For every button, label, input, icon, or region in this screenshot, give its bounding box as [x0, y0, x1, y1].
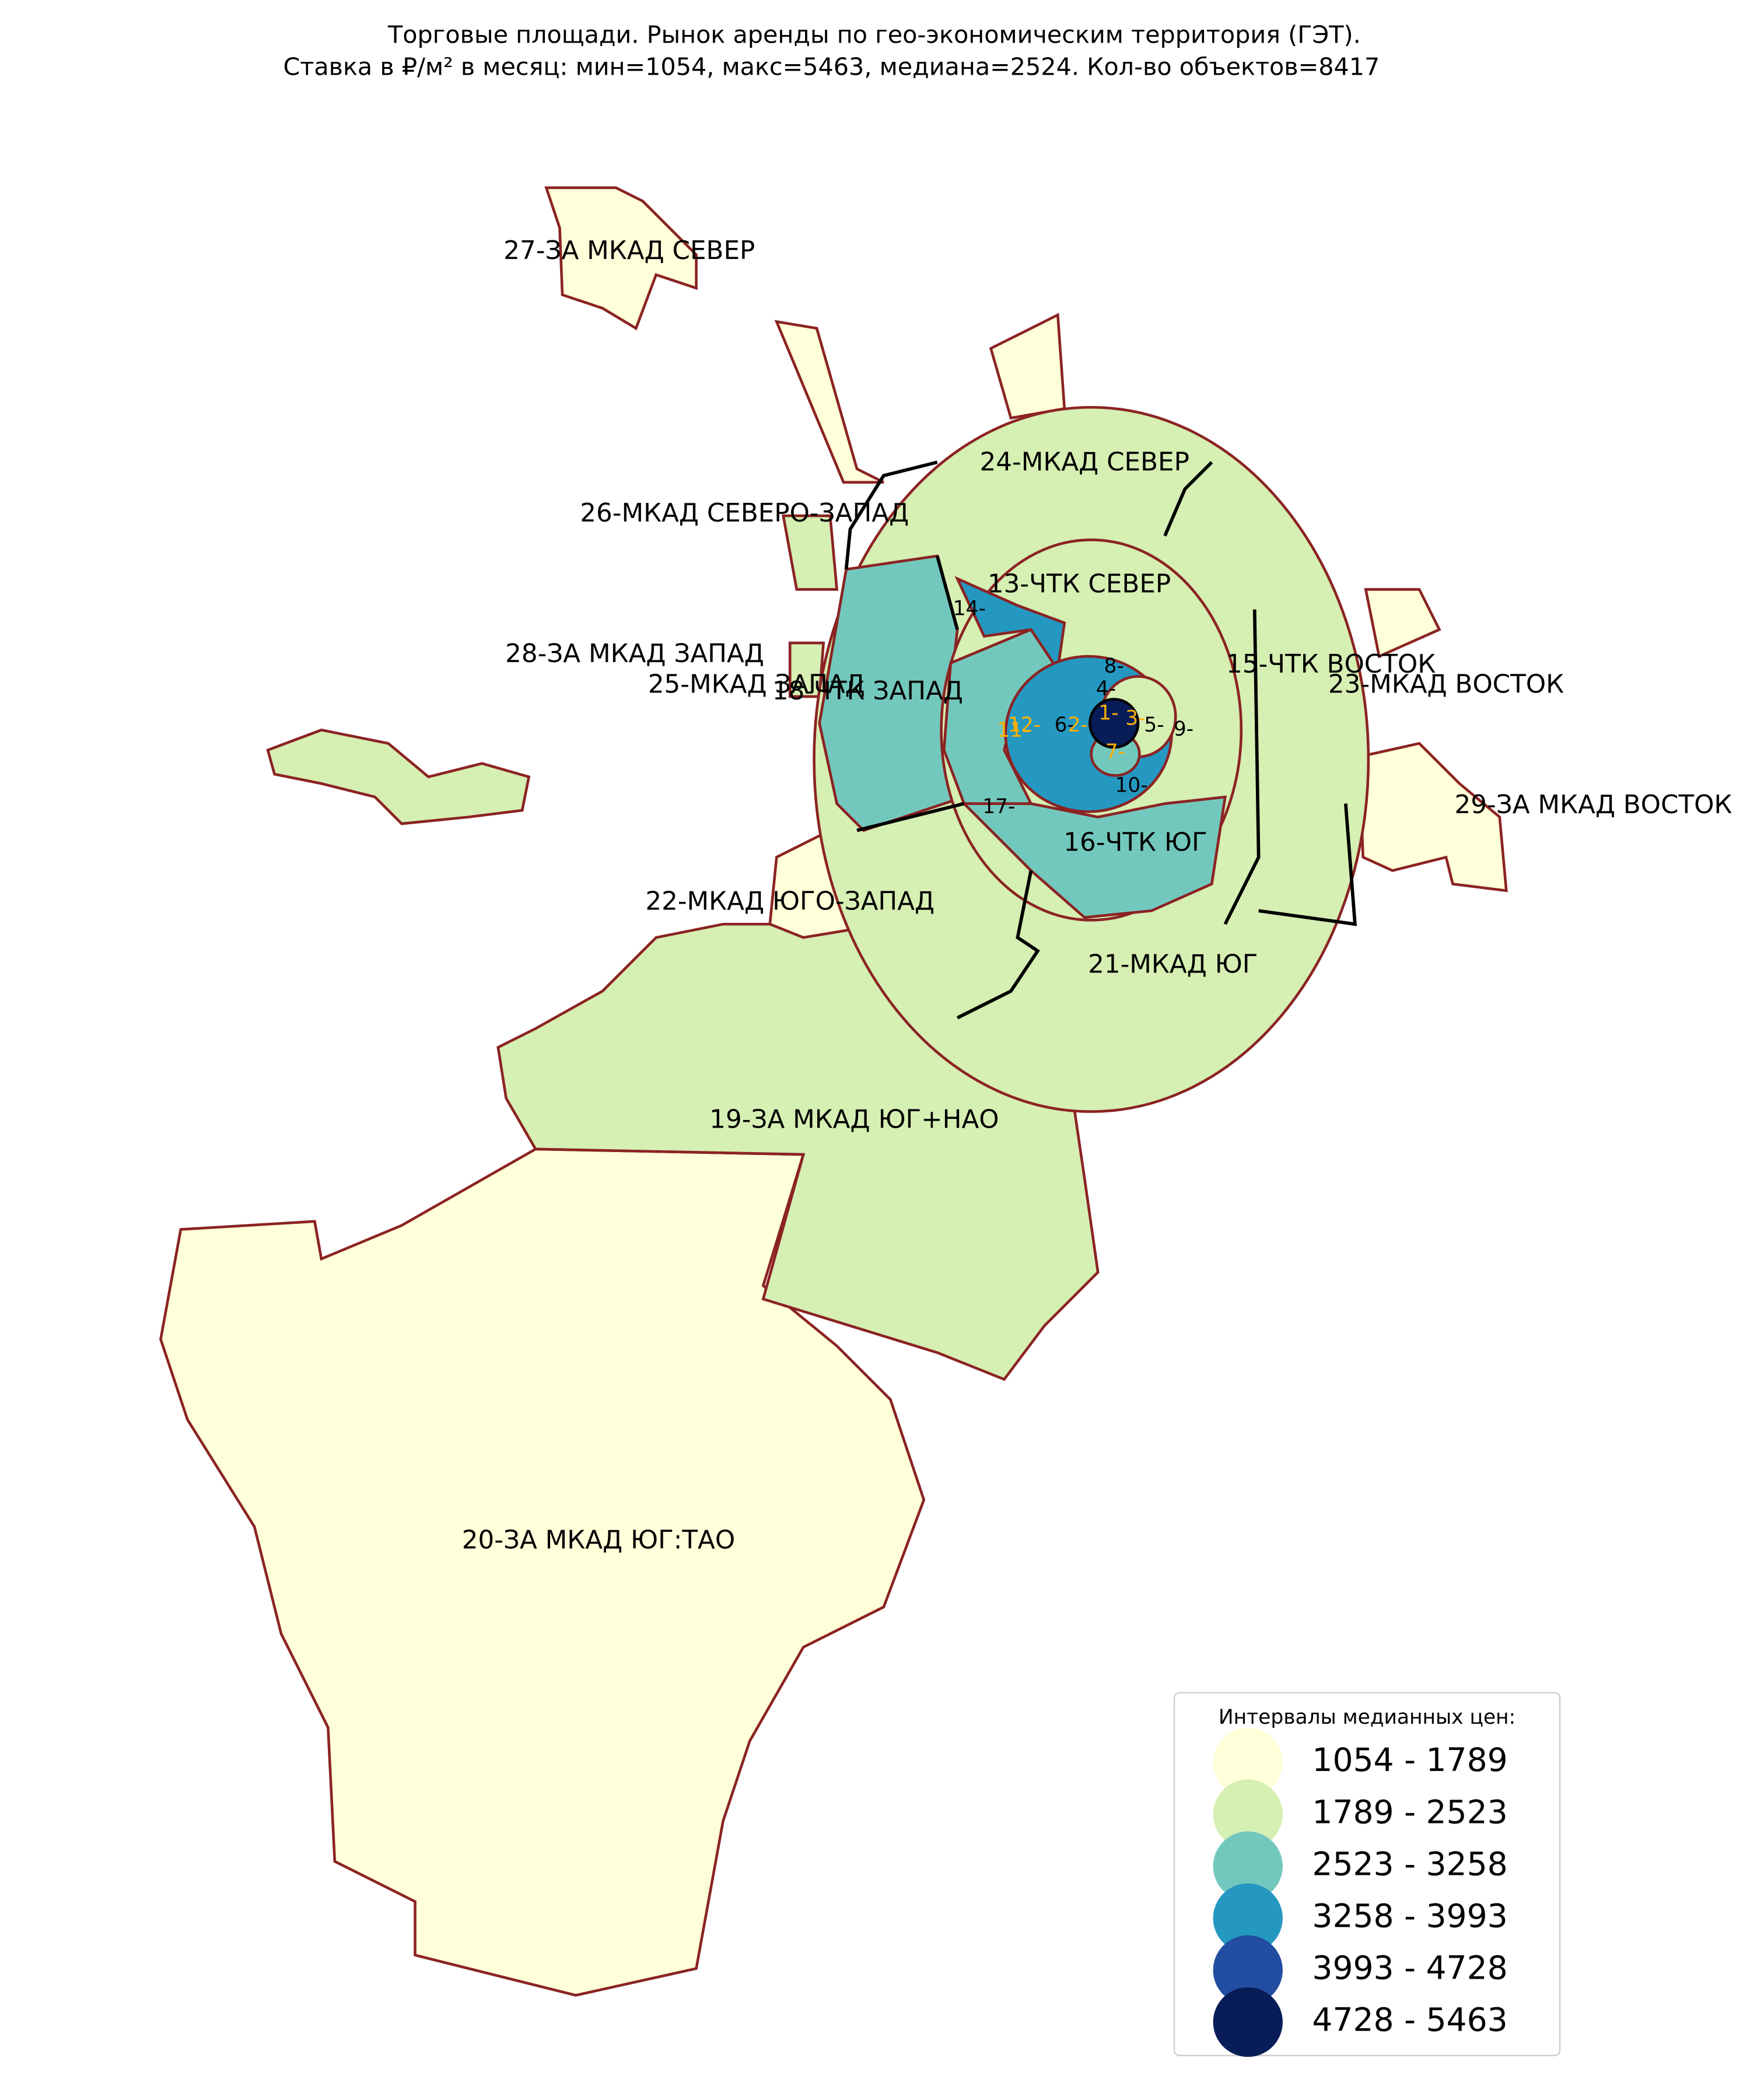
boundary [844, 460, 1357, 1020]
legend-swatch [1213, 1883, 1283, 1953]
region-label: 16-ЧТК ЮГ [1063, 828, 1207, 858]
legend-label: 3993 - 4728 [1312, 1949, 1507, 1986]
legend-swatch [1213, 1779, 1283, 1849]
region-label: 24-МКАД СЕВЕР [980, 448, 1189, 477]
legend-swatch [1213, 1831, 1283, 1901]
region-label: 18-ЧТК ЗАПАД [772, 677, 963, 706]
regions [159, 186, 1508, 1997]
region-label: 9- [1174, 718, 1194, 741]
region-label: 28-ЗА МКАД ЗАПАД [505, 639, 764, 668]
legend-swatch [1213, 1987, 1283, 2057]
region-label: 23-МКАД ВОСТОК [1328, 670, 1564, 699]
region-label: 25-МКАД ЗАПАД [648, 670, 865, 699]
region-label: 2- [1068, 713, 1088, 737]
region-label: 19-ЗА МКАД ЮГ+НАО [709, 1105, 999, 1135]
region-label: 5- [1144, 713, 1164, 737]
legend-label: 3258 - 3993 [1312, 1897, 1507, 1934]
region-label: 15-ЧТК ВОСТОК [1226, 650, 1436, 679]
region-label: 26-МКАД СЕВЕРО-ЗАПАД [580, 499, 909, 528]
region-label: 29-ЗА МКАД ВОСТОК [1455, 790, 1732, 820]
legend: Интервалы медианных цен: 1054 - 1789 1789… [1173, 1692, 1561, 2057]
region-label: 4- [1096, 677, 1116, 701]
legend-swatch [1213, 1935, 1283, 2006]
region-label: 13-ЧТК СЕВЕР [988, 570, 1171, 599]
region-label: 11- [997, 719, 1030, 742]
region-label: 1- [1098, 701, 1118, 724]
region-label: 7- [1105, 740, 1125, 764]
region-labels: 27-ЗА МКАД СЕВЕР 24-МКАД СЕВЕР 26-МКАД С… [462, 236, 1732, 1555]
region-label: 22-МКАД ЮГО-ЗАПАД [645, 887, 935, 916]
region-label: 20-ЗА МКАД ЮГ:ТАО [462, 1525, 735, 1555]
region-label: 14- [953, 597, 986, 620]
legend-label: 2523 - 3258 [1312, 1845, 1507, 1882]
region-label: 27-ЗА МКАД СЕВЕР [503, 236, 755, 265]
legend-swatch [1213, 1727, 1283, 1797]
region-shape [266, 729, 531, 825]
region-shape [1088, 698, 1140, 749]
title: Торговые площади. Рынок аренды по гео-эк… [387, 20, 1361, 48]
region-shape [544, 186, 698, 331]
region-label: 3- [1125, 707, 1145, 730]
region-shape [1357, 588, 1508, 892]
region-shape [961, 795, 1227, 919]
region-label: 10- [1115, 774, 1147, 797]
region-label: 12- [1008, 713, 1041, 737]
region-label: 6- [1055, 713, 1074, 737]
region-label: 8- [1104, 654, 1124, 678]
legend-label: 1789 - 2523 [1312, 1793, 1507, 1831]
subtitle: Ставка в ₽/м² в месяц: мин=1054, макс=54… [283, 53, 1380, 81]
region-label: 17- [982, 795, 1015, 818]
legend-label: 4728 - 5463 [1312, 2001, 1507, 2039]
legend-label: 1054 - 1789 [1312, 1741, 1507, 1779]
region-label: 21-МКАД ЮГ [1088, 950, 1258, 979]
legend-title: Интервалы медианных цен: [1219, 1706, 1516, 1729]
